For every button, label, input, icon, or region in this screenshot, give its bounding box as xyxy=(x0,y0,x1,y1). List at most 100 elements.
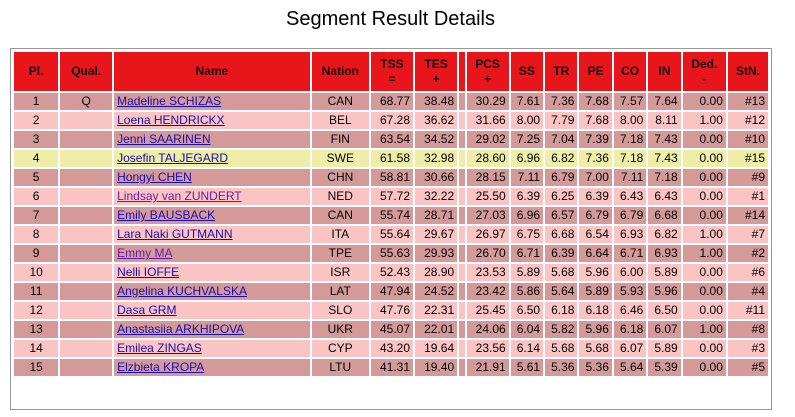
cell-gap xyxy=(459,302,465,319)
cell-pe: 7.00 xyxy=(579,169,612,186)
cell-qualification xyxy=(60,302,113,319)
cell-deductions: 0.00 xyxy=(682,131,726,148)
cell-ss: 6.96 xyxy=(510,150,544,167)
cell-gap xyxy=(459,283,465,300)
table-row: 4 Josefin TALJEGARD SWE 61.58 32.98 28.60 6.96… xyxy=(14,150,768,167)
skater-name-link[interactable]: Elzbieta KROPA xyxy=(117,360,205,374)
cell-pe: 6.64 xyxy=(579,245,612,262)
skater-name-link[interactable]: Nelli IOFFE xyxy=(117,265,180,279)
cell-pe: 6.54 xyxy=(579,226,612,243)
cell-start-number: #3 xyxy=(727,340,768,357)
cell-place: 1 xyxy=(14,93,59,110)
cell-gap xyxy=(459,359,465,376)
cell-nation: SWE xyxy=(311,150,369,167)
skater-name-link[interactable]: Emmy MA xyxy=(117,246,173,260)
cell-tr: 6.57 xyxy=(545,207,578,224)
skater-name-link[interactable]: Josefin TALJEGARD xyxy=(117,151,229,165)
cell-nation: ITA xyxy=(311,226,369,243)
cell-pcs: 26.97 xyxy=(466,226,509,243)
table-row: 7 Emily BAUSBACK CAN 55.74 28.71 27.03 6.96 6.5… xyxy=(14,207,768,224)
table-row: 13 Anastasiia ARKHIPOVA UKR 45.07 22.01 24.06… xyxy=(14,321,768,338)
cell-start-number: #6 xyxy=(727,264,768,281)
cell-in: 5.89 xyxy=(648,340,681,357)
skater-name-link[interactable]: Angelina KUCHVALSKA xyxy=(117,284,247,298)
col-header-qual: Qual. xyxy=(60,52,113,91)
cell-qualification xyxy=(60,207,113,224)
cell-qualification xyxy=(60,245,113,262)
cell-skater-name: Lindsay van ZUNDERT xyxy=(114,188,310,205)
cell-co: 6.18 xyxy=(613,321,647,338)
cell-pe: 7.68 xyxy=(579,112,612,129)
cell-tes: 38.48 xyxy=(415,93,458,110)
cell-tes: 22.31 xyxy=(415,302,458,319)
cell-co: 8.00 xyxy=(613,112,647,129)
segment-results-table: Pl. Qual. Name Nation TSS = TES + PCS + SS … xyxy=(12,50,770,378)
cell-pe: 6.18 xyxy=(579,302,612,319)
cell-nation: CHN xyxy=(311,169,369,186)
col-header-ded: Ded. - xyxy=(682,52,726,91)
col-header-in: IN xyxy=(648,52,681,91)
cell-gap xyxy=(459,207,465,224)
cell-tes: 19.40 xyxy=(415,359,458,376)
cell-ss: 5.61 xyxy=(510,359,544,376)
skater-name-link[interactable]: Anastasiia ARKHIPOVA xyxy=(117,322,245,336)
cell-deductions: 0.00 xyxy=(682,169,726,186)
skater-name-link[interactable]: Hongyi CHEN xyxy=(117,170,192,184)
table-row: 5 Hongyi CHEN CHN 58.81 30.66 28.15 7.11 6.79 7.… xyxy=(14,169,768,186)
cell-place: 3 xyxy=(14,131,59,148)
cell-nation: CAN xyxy=(311,93,369,110)
cell-co: 6.07 xyxy=(613,340,647,357)
cell-place: 4 xyxy=(14,150,59,167)
skater-name-link[interactable]: Loena HENDRICKX xyxy=(117,113,225,127)
skater-name-link[interactable]: Jenni SAARINEN xyxy=(117,132,211,146)
cell-start-number: #15 xyxy=(727,150,768,167)
cell-ss: 6.50 xyxy=(510,302,544,319)
cell-place: 8 xyxy=(14,226,59,243)
skater-name-link[interactable]: Madeline SCHIZAS xyxy=(117,94,222,108)
cell-pcs: 31.66 xyxy=(466,112,509,129)
cell-co: 5.93 xyxy=(613,283,647,300)
cell-in: 5.96 xyxy=(648,283,681,300)
cell-place: 13 xyxy=(14,321,59,338)
cell-deductions: 0.00 xyxy=(682,302,726,319)
cell-tr: 5.64 xyxy=(545,283,578,300)
cell-qualification xyxy=(60,340,113,357)
cell-pe: 6.79 xyxy=(579,207,612,224)
skater-name-link[interactable]: Emilea ZINGAS xyxy=(117,341,202,355)
cell-tss: 57.72 xyxy=(370,188,414,205)
cell-pcs: 25.50 xyxy=(466,188,509,205)
cell-qualification xyxy=(60,131,113,148)
cell-skater-name: Madeline SCHIZAS xyxy=(114,93,310,110)
cell-nation: ISR xyxy=(311,264,369,281)
cell-place: 15 xyxy=(14,359,59,376)
cell-in: 6.82 xyxy=(648,226,681,243)
cell-tss: 61.58 xyxy=(370,150,414,167)
cell-pcs: 29.02 xyxy=(466,131,509,148)
skater-name-link[interactable]: Dasa GRM xyxy=(117,303,177,317)
skater-name-link[interactable]: Lindsay van ZUNDERT xyxy=(117,189,242,203)
cell-start-number: #9 xyxy=(727,169,768,186)
cell-start-number: #2 xyxy=(727,245,768,262)
cell-tss: 52.43 xyxy=(370,264,414,281)
cell-tss: 43.20 xyxy=(370,340,414,357)
cell-qualification xyxy=(60,359,113,376)
cell-nation: CYP xyxy=(311,340,369,357)
col-header-nation: Nation xyxy=(311,52,369,91)
cell-nation: SLO xyxy=(311,302,369,319)
cell-place: 12 xyxy=(14,302,59,319)
cell-tes: 29.93 xyxy=(415,245,458,262)
col-header-stn: StN. xyxy=(727,52,768,91)
cell-ss: 8.00 xyxy=(510,112,544,129)
cell-tr: 7.79 xyxy=(545,112,578,129)
cell-tr: 5.36 xyxy=(545,359,578,376)
skater-name-link[interactable]: Emily BAUSBACK xyxy=(117,208,216,222)
col-header-tes: TES + xyxy=(415,52,458,91)
cell-place: 11 xyxy=(14,283,59,300)
cell-nation: LAT xyxy=(311,283,369,300)
cell-tr: 6.18 xyxy=(545,302,578,319)
table-row: 3 Jenni SAARINEN FIN 63.54 34.52 29.02 7.25 7.0… xyxy=(14,131,768,148)
cell-skater-name: Emily BAUSBACK xyxy=(114,207,310,224)
skater-name-link[interactable]: Lara Naki GUTMANN xyxy=(117,227,233,241)
cell-deductions: 1.00 xyxy=(682,245,726,262)
cell-start-number: #4 xyxy=(727,283,768,300)
